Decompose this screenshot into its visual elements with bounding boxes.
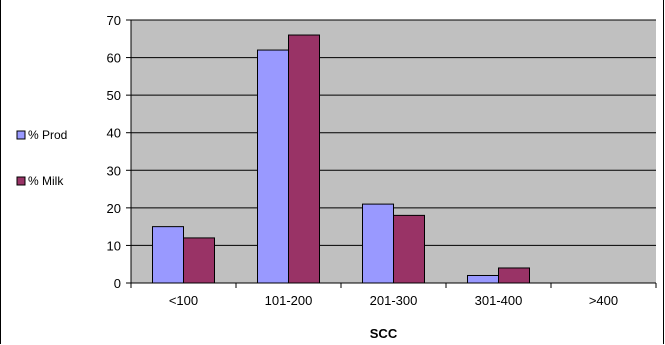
bar-milk	[393, 214, 425, 284]
legend-swatch	[16, 176, 26, 186]
x-axis-ticks: <100 101-200 201-300 301-400 >400	[130, 283, 657, 308]
bar-prod	[152, 226, 184, 284]
y-axis-ticks: 0 10 20 30 40 50 60 70	[107, 13, 131, 291]
y-tick-label: 50	[107, 88, 121, 103]
x-tick-label: 301-400	[475, 293, 523, 308]
y-tick-label: 0	[114, 276, 121, 291]
y-tick-label: 60	[107, 51, 121, 66]
bar-milk	[288, 34, 320, 284]
legend: % Prod % Milk	[16, 128, 67, 188]
bar-prod	[467, 274, 499, 284]
y-tick-label: 40	[107, 126, 121, 141]
bar-milk	[183, 237, 215, 284]
x-tick-label: <100	[169, 293, 198, 308]
bar-prod	[362, 203, 394, 284]
legend-label: % Prod	[28, 128, 67, 142]
y-tick-label: 30	[107, 163, 121, 178]
bar-milk	[498, 267, 530, 284]
y-tick-label: 70	[107, 13, 121, 28]
y-tick-label: 10	[107, 238, 121, 253]
x-tick-label: >400	[589, 293, 618, 308]
bar-prod	[257, 49, 289, 284]
x-tick-label: 101-200	[265, 293, 313, 308]
legend-label: % Milk	[28, 174, 64, 188]
y-tick-label: 20	[107, 201, 121, 216]
x-tick-label: 201-300	[370, 293, 418, 308]
legend-swatch	[16, 130, 26, 140]
x-axis-title: SCC	[370, 326, 398, 341]
